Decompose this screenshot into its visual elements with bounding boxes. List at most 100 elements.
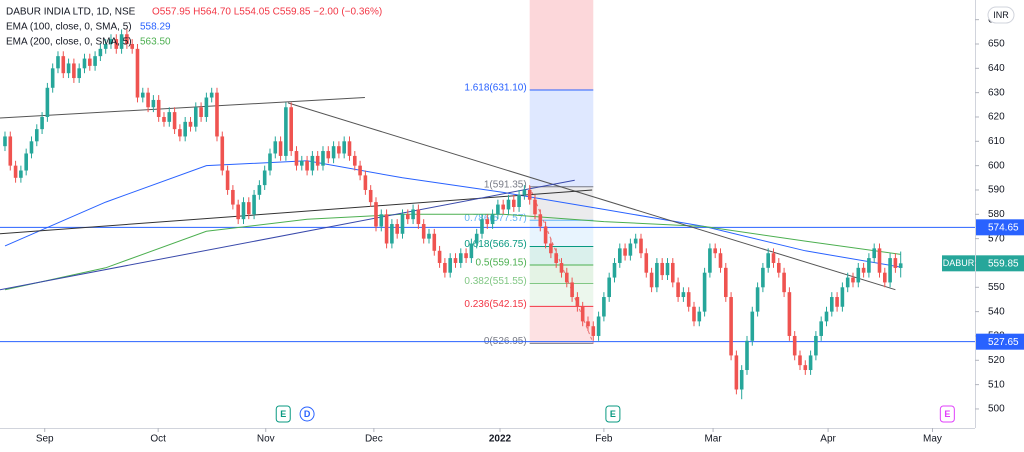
candle-body	[379, 214, 384, 227]
candle-body	[580, 306, 585, 322]
candle-body	[358, 165, 362, 176]
candle-body	[660, 262, 664, 276]
candle-body	[310, 155, 315, 171]
fib-zone	[529, 246, 594, 266]
candle-body	[241, 202, 246, 220]
candle-body	[427, 233, 431, 239]
candle-body	[538, 214, 543, 227]
candle-body	[178, 129, 182, 137]
candle-body	[670, 262, 675, 283]
event-icon	[605, 405, 621, 423]
candle-body	[109, 39, 113, 44]
legend-series: EMA (200, close, 0, SMA, 5)	[6, 37, 132, 48]
candle-body	[284, 107, 288, 156]
candle-body	[432, 233, 437, 251]
candle-body	[549, 243, 553, 254]
candle-body	[56, 56, 60, 69]
currency-badge[interactable]	[987, 6, 1015, 24]
candle-body	[231, 189, 235, 205]
candle-body	[411, 209, 415, 220]
candle-body	[204, 97, 209, 117]
event-label: E	[944, 409, 950, 419]
candle-body	[845, 277, 850, 288]
candle-body	[469, 243, 474, 259]
candle-body	[305, 160, 309, 171]
plot-area: 1.618(631.10) 1(591.35) 0.786(577.57) 0.618…	[0, 0, 975, 423]
candle-body	[252, 194, 256, 215]
legend: DABUR INDIA LTD, 1D, NSE O557.95 H564.70…	[6, 7, 382, 48]
candle-body	[692, 306, 696, 322]
candle-body	[199, 107, 203, 117]
candle-body	[209, 92, 214, 98]
candle-body	[458, 253, 463, 263]
fib-zone	[529, 0, 594, 90]
candle-body	[644, 253, 649, 273]
event-marker[interactable]: D	[299, 406, 315, 422]
candle-body	[591, 326, 596, 336]
candle-body	[808, 355, 813, 371]
candle-body	[517, 194, 521, 208]
event-marker[interactable]: E	[605, 405, 621, 423]
event-icon	[299, 406, 315, 422]
candle-body	[718, 253, 723, 268]
candle-body	[861, 267, 866, 273]
candle-body	[872, 248, 876, 259]
candle-body	[50, 68, 55, 88]
x-tick-label: 2022	[489, 434, 512, 445]
candle-body	[390, 224, 394, 244]
fib-label: 0.236(542.15)	[464, 299, 526, 310]
candle-body	[114, 39, 119, 49]
y-tick-label: 620	[988, 112, 1005, 123]
candle-body	[771, 253, 776, 263]
x-tick-label: Apr	[820, 434, 836, 445]
candle-body	[570, 282, 574, 298]
fib-label: 0.5(559.15)	[476, 258, 527, 269]
x-tick-label: Feb	[595, 434, 613, 445]
candle-body	[893, 258, 898, 268]
candle-body	[220, 136, 225, 171]
candle-body	[543, 226, 548, 244]
hline-price-tag-bg	[976, 333, 1024, 350]
event-label: E	[280, 409, 286, 419]
candle-body	[464, 253, 468, 259]
candle-body	[776, 262, 781, 273]
candle-body	[13, 165, 18, 178]
currency-label: INR	[993, 10, 1009, 20]
x-tick-label: May	[923, 434, 942, 445]
candle-body	[368, 189, 373, 203]
candle-body	[257, 185, 262, 195]
candle-body	[421, 224, 426, 239]
candle-body	[676, 282, 680, 298]
event-marker[interactable]: E	[939, 405, 955, 423]
candle-body	[66, 63, 71, 74]
legend-series: EMA (100, close, 0, SMA, 5)	[6, 22, 132, 33]
y-tick-label: 520	[988, 355, 1005, 366]
y-tick-label: 540	[988, 306, 1005, 317]
candle-body	[575, 297, 580, 307]
candle-body	[400, 214, 405, 234]
candle-body	[617, 248, 622, 263]
candle-body	[384, 214, 389, 244]
event-marker[interactable]: E	[275, 405, 291, 423]
symbol-tag: DABUR	[943, 258, 975, 268]
event-icon	[275, 405, 291, 423]
ema-line	[4, 160, 901, 268]
candle-body	[564, 272, 569, 283]
candle-body	[639, 238, 643, 254]
candle-body	[750, 311, 755, 341]
legend-title: DABUR INDIA LTD, 1D, NSE	[6, 7, 136, 18]
candle-body	[697, 311, 702, 322]
candle-body	[729, 297, 733, 356]
candle-body	[347, 141, 352, 156]
candle-body	[628, 243, 633, 256]
candle-body	[156, 99, 161, 117]
candle-body	[745, 340, 749, 371]
last-price-tag: 559.85	[988, 258, 1019, 269]
candle-body	[77, 68, 81, 79]
candle-body	[363, 175, 368, 190]
candle-body	[522, 189, 527, 195]
candle-body	[45, 87, 50, 117]
candle-body	[225, 170, 230, 190]
candle-body	[172, 112, 177, 130]
